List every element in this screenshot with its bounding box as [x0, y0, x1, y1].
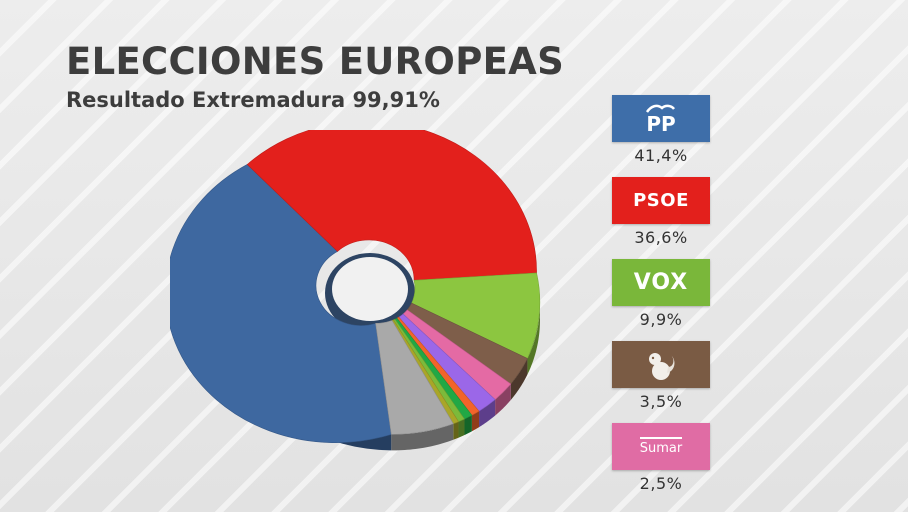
donut-side-10: [391, 423, 454, 451]
legend-pct-squirrel: 3,5%: [639, 392, 683, 411]
donut-chart: [170, 130, 541, 451]
legend-item-squirrel: 3,5%: [612, 341, 710, 423]
squirrel-logo-icon: [649, 352, 675, 380]
donut-slice-other-10: [375, 320, 454, 435]
legend-pct-sumar: 2,5%: [639, 474, 683, 493]
vox-logo: VOX: [612, 259, 710, 306]
donut-side-2: [527, 301, 540, 375]
donut-side-4: [495, 383, 511, 416]
svg-text:PP: PP: [646, 112, 675, 136]
pp-logo: PP: [612, 95, 710, 142]
legend-pct-pp: 41,4%: [634, 146, 688, 165]
donut-slice-psoe: [246, 130, 537, 281]
donut-side-5: [479, 399, 496, 428]
donut-side-8: [458, 419, 465, 438]
legend-pct-psoe: 36,6%: [634, 228, 688, 247]
donut-hole: [332, 257, 408, 321]
legend: PP 41,4% PSOE 36,6% VOX 9,9% 3,5% Sumar: [612, 95, 710, 505]
legend-item-pp: PP 41,4%: [612, 95, 710, 177]
donut-side-6: [471, 411, 480, 432]
psoe-logo: PSOE: [612, 177, 710, 224]
donut-side-9: [453, 421, 459, 440]
vox-logo-icon: VOX: [633, 270, 689, 295]
legend-item-vox: VOX 9,9%: [612, 259, 710, 341]
sumar-logo-icon: Sumar: [639, 437, 683, 456]
legend-item-sumar: Sumar 2,5%: [612, 423, 710, 505]
squirrel-logo: [612, 341, 710, 388]
sumar-logo: Sumar: [612, 423, 710, 470]
donut-side-7: [464, 415, 472, 436]
donut-slice-vox: [411, 272, 541, 359]
legend-pct-vox: 9,9%: [639, 310, 683, 329]
donut-side-3: [510, 358, 528, 400]
page-title: ELECCIONES EUROPEAS: [66, 40, 565, 83]
page-subtitle: Resultado Extremadura 99,91%: [66, 88, 440, 112]
donut-slice-pp: [170, 164, 392, 443]
legend-item-psoe: PSOE 36,6%: [612, 177, 710, 259]
pp-logo-icon: PP: [645, 104, 676, 136]
psoe-logo-icon: PSOE: [633, 190, 689, 211]
donut-slices: [170, 130, 541, 443]
